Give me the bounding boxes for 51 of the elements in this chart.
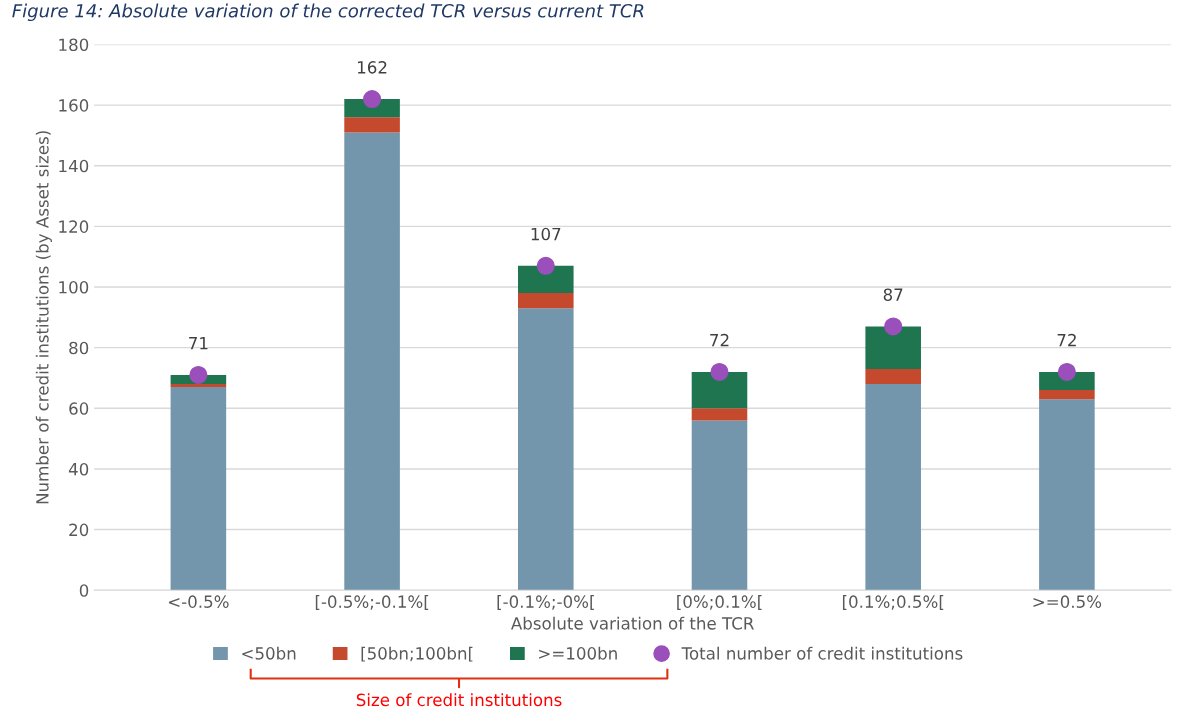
legend-label: >=100bn (539, 646, 617, 660)
bar (691, 408, 748, 421)
x-axis-title: Absolute variation of the TCR (510, 616, 754, 630)
bar (517, 308, 574, 591)
legend-label: Total number of credit institutions (681, 646, 963, 660)
data-label: 162 (358, 61, 387, 74)
legend-label: <50bn (242, 646, 296, 660)
point (710, 362, 729, 381)
y-tick-label: 120 (59, 220, 89, 233)
y-tick-label: 160 (59, 99, 89, 112)
bar (691, 420, 748, 591)
bar (1039, 390, 1095, 400)
bar (170, 384, 227, 388)
point (189, 365, 208, 384)
point (1057, 362, 1076, 381)
data-label: 72 (1057, 333, 1076, 347)
y-tick-label: 0 (79, 584, 89, 597)
data-label: 107 (531, 227, 561, 241)
bar (344, 132, 400, 591)
y-tick-label: 20 (69, 523, 89, 537)
text: Size of credit institutions (356, 693, 562, 707)
point (363, 90, 382, 109)
point (884, 317, 903, 336)
y-tick-label: 100 (59, 281, 89, 294)
x-tick-label: [0.1%;0.5%[ (842, 595, 944, 610)
bar (865, 384, 921, 591)
y-tick-label: 140 (59, 159, 89, 173)
bar (865, 368, 921, 385)
data-label: 72 (710, 333, 729, 347)
bar (865, 326, 921, 369)
y-tick-label: 180 (59, 38, 89, 52)
data-label: 71 (189, 337, 208, 350)
y-tick-label: 60 (69, 402, 89, 415)
x-tick-label: [-0.5%;-0.1%[ (315, 595, 429, 610)
bar (1039, 399, 1095, 591)
x-tick-label: <-0.5% (168, 595, 229, 608)
x-tick-label: >=0.5% (1033, 595, 1102, 608)
chart-title: Figure 14: Absolute variation of the corrected TCR versus current TCR (12, 3, 644, 22)
legend-label: [50bn;100bn[ (361, 646, 473, 662)
bar (517, 293, 574, 309)
y-tick-label: 40 (68, 462, 89, 476)
x-tick-label: [-0.1%;-0%[ (497, 595, 594, 610)
bar (344, 117, 400, 133)
point (536, 256, 555, 275)
bar (517, 265, 574, 294)
bar (691, 371, 748, 409)
x-tick-label: [0%;0.1%[ (677, 595, 762, 610)
bar (170, 387, 227, 591)
y-axis-title: Number of credit institutions (by Asset sizes) (35, 131, 52, 504)
data-label: 87 (883, 288, 903, 301)
y-tick-label: 80 (69, 341, 89, 355)
